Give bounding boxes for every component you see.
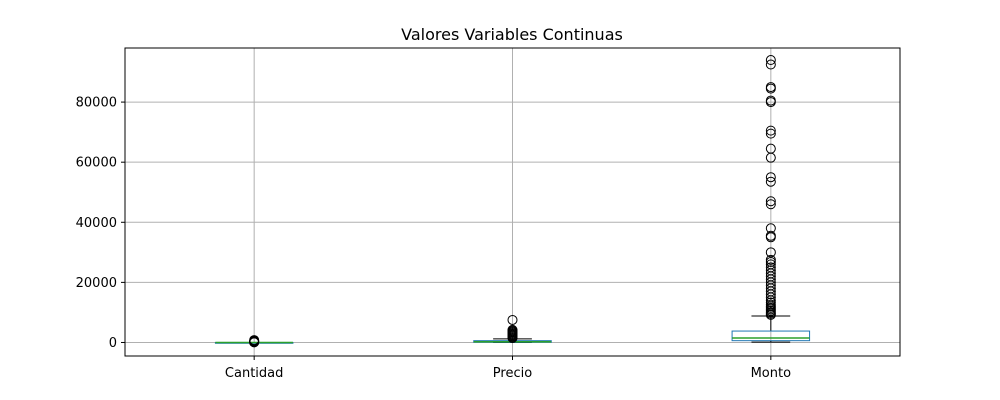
outlier-point (765, 254, 776, 265)
outlier-point (765, 259, 776, 270)
outlier-point (765, 143, 776, 154)
outlier-point (507, 314, 518, 325)
outlier-point (765, 172, 776, 183)
plot-layer (214, 55, 811, 348)
outlier-point (765, 247, 776, 258)
axis-layer: 0 20000 40000 60000 80000 Cantidad Precio Monto (76, 96, 791, 381)
outlier-point (765, 82, 776, 93)
outlier-point (765, 59, 776, 70)
y-tick-label: 20000 (76, 276, 117, 291)
box-body (731, 330, 811, 342)
outlier-point (765, 95, 776, 106)
y-tick-label: 0 (109, 336, 117, 351)
box-cantidad (214, 335, 294, 348)
outlier-point (765, 262, 776, 273)
outlier-point (249, 335, 260, 346)
outlier-point (765, 230, 776, 241)
chart-title: Valores Variables Continuas (401, 25, 623, 44)
outlier-point (507, 324, 518, 335)
box-monto (731, 55, 811, 343)
y-tick-label: 80000 (76, 96, 117, 111)
outlier-point (765, 125, 776, 136)
outlier-point (765, 55, 776, 66)
outlier-point (765, 199, 776, 210)
x-tick-label: Monto (751, 366, 792, 381)
outlier-point (765, 223, 776, 234)
x-tick-label: Cantidad (225, 366, 283, 381)
outlier-point (765, 265, 776, 276)
y-tick-label: 60000 (76, 156, 117, 171)
outlier-point (765, 176, 776, 187)
x-tick-label: Precio (493, 366, 532, 381)
grid-layer (125, 48, 900, 356)
y-tick-label: 40000 (76, 216, 117, 231)
box-precio (473, 314, 552, 343)
outlier-point (765, 128, 776, 139)
outlier-point (765, 196, 776, 207)
